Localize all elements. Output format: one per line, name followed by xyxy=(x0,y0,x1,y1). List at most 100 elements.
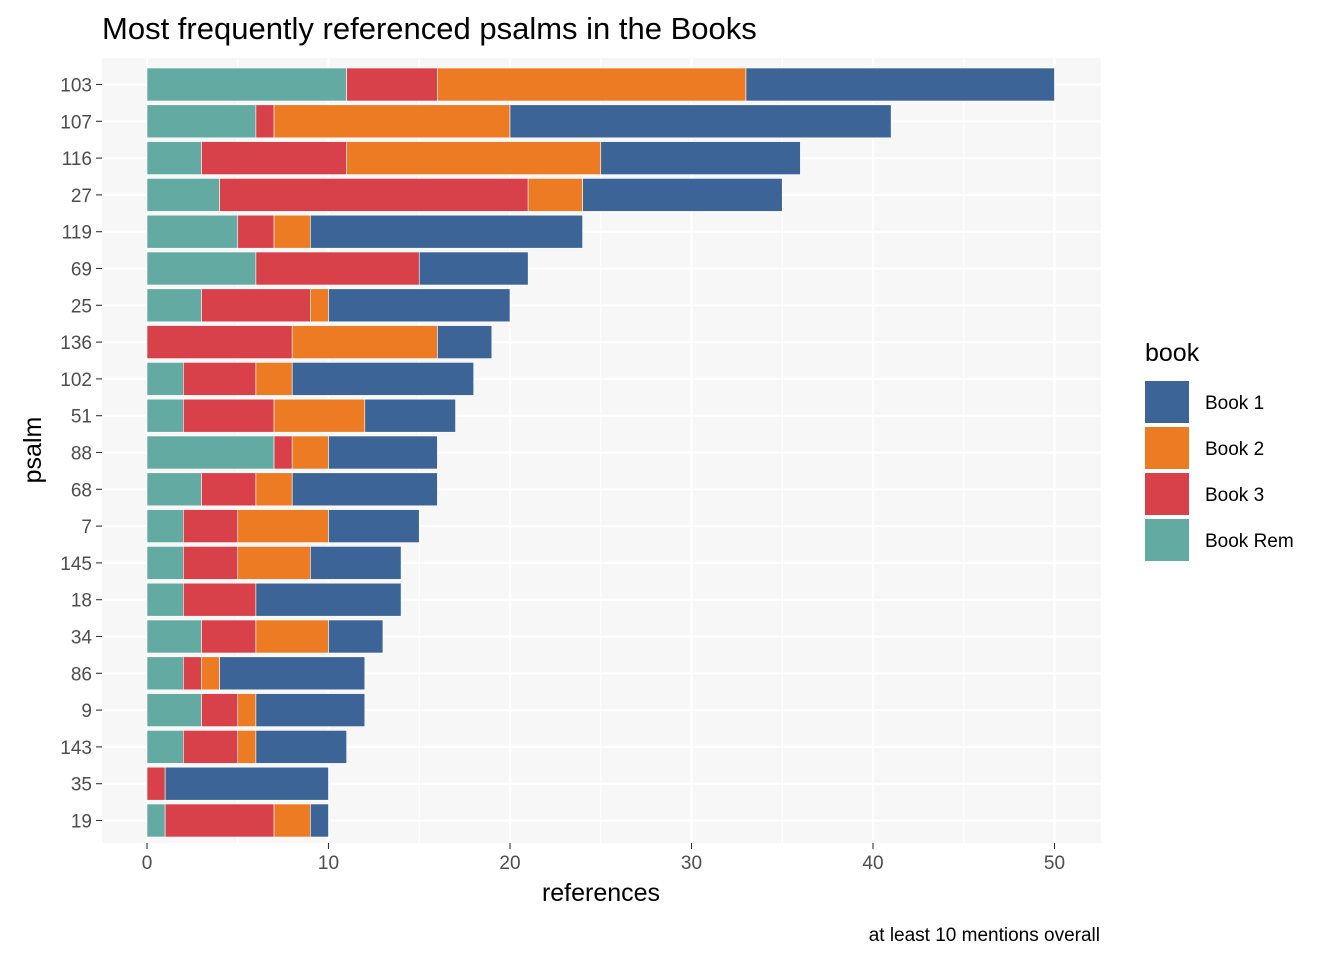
y-tick-label: 116 xyxy=(62,149,92,170)
bar-psalm-9-book-2 xyxy=(237,693,257,727)
bar-psalm-68-book-3 xyxy=(201,472,257,507)
bar-psalm-86-book-1 xyxy=(219,656,366,691)
y-tick-label: 27 xyxy=(71,186,92,207)
x-tick-label: 30 xyxy=(681,853,702,874)
y-tick-label: 143 xyxy=(60,738,92,759)
bar-psalm-86-book-rem xyxy=(146,656,184,691)
bar-psalm-68-book-1 xyxy=(291,472,438,507)
x-tick-label: 40 xyxy=(862,853,883,874)
bar-psalm-119-book-2 xyxy=(273,214,311,249)
bar-psalm-88-book-2 xyxy=(291,435,329,470)
chart-caption: at least 10 mentions overall xyxy=(869,925,1100,946)
y-tick-label: 19 xyxy=(71,812,92,833)
bar-psalm-103-book-3 xyxy=(346,67,438,102)
y-tick-label: 25 xyxy=(71,296,92,317)
bar-psalm-143-book-rem xyxy=(146,730,184,764)
bar-psalm-18-book-rem xyxy=(146,582,184,617)
bars-layer xyxy=(146,67,1055,838)
x-tick-label: 0 xyxy=(142,853,153,874)
legend-swatch-book-3 xyxy=(1145,473,1189,515)
bar-psalm-102-book-2 xyxy=(255,362,293,396)
bar-psalm-143-book-2 xyxy=(237,730,257,764)
legend-label-book-2: Book 2 xyxy=(1205,439,1264,460)
bar-psalm-25-book-3 xyxy=(201,288,311,323)
bar-psalm-27-book-rem xyxy=(146,178,220,212)
bar-psalm-51-book-2 xyxy=(273,398,366,433)
bar-psalm-7-book-1 xyxy=(328,509,420,543)
bar-psalm-27-book-3 xyxy=(219,178,529,212)
chart-title: Most frequently referenced psalms in the… xyxy=(102,11,757,46)
bar-psalm-25-book-2 xyxy=(310,288,329,323)
legend-label-book-3: Book 3 xyxy=(1205,485,1264,506)
bar-psalm-19-book-rem xyxy=(146,803,166,838)
bar-psalm-88-book-3 xyxy=(273,435,293,470)
bar-psalm-102-book-3 xyxy=(183,362,257,396)
bar-psalm-143-book-3 xyxy=(183,730,239,764)
bar-psalm-102-book-1 xyxy=(291,362,475,396)
x-tick-label: 20 xyxy=(499,853,520,874)
bar-psalm-86-book-2 xyxy=(201,656,220,691)
legend-label-book-rem: Book Rem xyxy=(1205,531,1294,552)
bar-psalm-34-book-2 xyxy=(255,619,329,654)
y-tick-label: 86 xyxy=(71,664,92,685)
y-tick-label: 9 xyxy=(81,701,92,722)
bar-psalm-35-book-3 xyxy=(146,766,166,801)
bar-psalm-18-book-3 xyxy=(183,582,257,617)
bar-psalm-145-book-3 xyxy=(183,546,239,580)
legend-swatch-book-2 xyxy=(1145,427,1189,469)
bar-psalm-69-book-rem xyxy=(146,251,257,286)
y-tick-label: 145 xyxy=(60,554,92,575)
bar-psalm-145-book-2 xyxy=(237,546,311,580)
bar-psalm-145-book-1 xyxy=(310,546,402,580)
bar-psalm-107-book-2 xyxy=(273,104,511,139)
bar-psalm-7-book-rem xyxy=(146,509,184,543)
bar-psalm-34-book-rem xyxy=(146,619,202,654)
bar-psalm-25-book-1 xyxy=(328,288,511,323)
bar-psalm-25-book-rem xyxy=(146,288,202,323)
bar-psalm-116-book-rem xyxy=(146,141,202,175)
bar-psalm-116-book-2 xyxy=(346,141,602,175)
bar-psalm-107-book-3 xyxy=(255,104,275,139)
bar-psalm-119-book-rem xyxy=(146,214,239,249)
y-tick-label: 88 xyxy=(71,444,92,465)
bar-psalm-136-book-2 xyxy=(291,325,438,359)
y-tick-label: 18 xyxy=(71,591,92,612)
y-axis-title: psalm xyxy=(19,417,47,484)
y-tick-label: 136 xyxy=(60,333,92,354)
bar-psalm-7-book-3 xyxy=(183,509,239,543)
legend: book Book 1 Book 2 Book 3 Book Rem xyxy=(1145,339,1294,561)
bar-psalm-107-book-rem xyxy=(146,104,257,139)
bar-psalm-143-book-1 xyxy=(255,730,347,764)
bar-psalm-107-book-1 xyxy=(509,104,892,139)
bar-psalm-34-book-3 xyxy=(201,619,257,654)
bar-psalm-119-book-3 xyxy=(237,214,275,249)
bar-psalm-88-book-rem xyxy=(146,435,275,470)
bar-psalm-145-book-rem xyxy=(146,546,184,580)
bar-psalm-116-book-3 xyxy=(201,141,347,175)
y-tick-label: 119 xyxy=(62,223,92,244)
y-tick-label: 51 xyxy=(71,407,92,428)
legend-title: book xyxy=(1145,339,1200,367)
bar-psalm-86-book-3 xyxy=(183,656,202,691)
y-tick-label: 34 xyxy=(71,628,93,649)
bar-psalm-68-book-2 xyxy=(255,472,293,507)
bar-psalm-103-book-1 xyxy=(745,67,1055,102)
legend-swatch-book-rem xyxy=(1145,519,1189,561)
legend-entries: Book 1 Book 2 Book 3 Book Rem xyxy=(1145,381,1294,561)
bar-psalm-27-book-2 xyxy=(527,178,583,212)
bar-psalm-9-book-rem xyxy=(146,693,202,727)
bar-psalm-116-book-1 xyxy=(600,141,801,175)
bar-psalm-19-book-3 xyxy=(164,803,275,838)
y-tick-label: 103 xyxy=(60,76,92,97)
bar-psalm-69-book-3 xyxy=(255,251,420,286)
legend-swatch-book-1 xyxy=(1145,381,1189,423)
bar-psalm-9-book-1 xyxy=(255,693,366,727)
bar-psalm-51-book-rem xyxy=(146,398,184,433)
bar-psalm-103-book-rem xyxy=(146,67,347,102)
bar-psalm-19-book-1 xyxy=(310,803,329,838)
y-tick-label: 69 xyxy=(71,260,92,281)
y-tick-label: 107 xyxy=(60,112,92,133)
bar-psalm-102-book-rem xyxy=(146,362,184,396)
legend-label-book-1: Book 1 xyxy=(1205,393,1264,414)
